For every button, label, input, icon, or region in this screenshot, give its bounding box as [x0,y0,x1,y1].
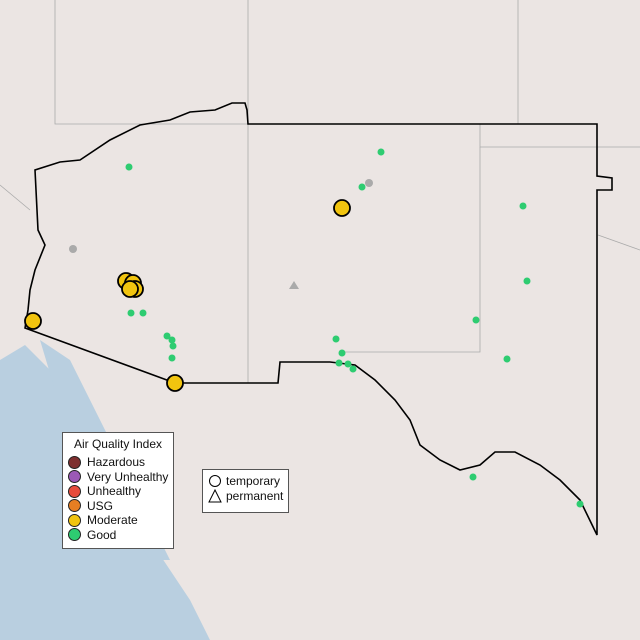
shape-legend: temporary permanent [202,469,289,513]
legend-permanent: permanent [203,488,288,503]
sensor-marker-good[interactable] [519,202,527,210]
legend-title: Air Quality Index [73,437,163,451]
sensor-marker-good[interactable] [163,332,171,340]
circle-icon [209,474,221,487]
sensor-marker-good[interactable] [169,342,177,350]
aqi-legend: Air Quality Index Hazardous Very Unhealth… [62,432,174,549]
region-boundary [24,102,613,536]
sensor-marker-good[interactable] [338,349,346,357]
sensor-marker-good[interactable] [127,309,135,317]
legend-item-usg: USG [63,499,173,514]
sensor-marker-good[interactable] [576,500,584,508]
legend-item-moderate: Moderate [63,513,173,528]
sensor-marker-good[interactable] [472,316,480,324]
legend-dot [68,528,81,542]
state-borders [0,0,640,383]
sensor-marker-moderate[interactable] [166,374,184,392]
sensor-marker-good[interactable] [349,365,357,373]
legend-dot [68,484,81,498]
sensor-marker-good[interactable] [344,360,352,368]
legend-dot [68,455,81,469]
sensor-marker-good[interactable] [335,359,343,367]
sensor-marker-good[interactable] [332,335,340,343]
inactive-marker [69,245,77,253]
sensor-marker-good[interactable] [125,163,133,171]
legend-item-good: Good [63,528,173,543]
sensor-marker-moderate[interactable] [24,312,42,330]
legend-dot [68,499,81,513]
sensor-marker-good[interactable] [358,183,366,191]
inactive-permanent-marker [289,281,299,289]
legend-item-hazardous: Hazardous [63,455,173,470]
sensor-marker-good[interactable] [139,309,147,317]
sensor-marker-good[interactable] [168,354,176,362]
legend-dot [68,470,81,484]
legend-item-unhealthy: Unhealthy [63,484,173,499]
legend-item-very-unhealthy: Very Unhealthy [63,470,173,485]
sensor-marker-good[interactable] [377,148,385,156]
legend-temporary: temporary [203,473,288,488]
triangle-icon [208,488,222,502]
sensor-marker-good[interactable] [523,277,531,285]
sensor-marker-moderate[interactable] [333,199,351,217]
sensor-marker-moderate[interactable] [121,280,139,298]
sensor-marker-good[interactable] [503,355,511,363]
sensor-marker-good[interactable] [469,473,477,481]
legend-dot [68,513,81,527]
sensor-marker-good[interactable] [168,336,176,344]
inactive-marker [365,179,373,187]
